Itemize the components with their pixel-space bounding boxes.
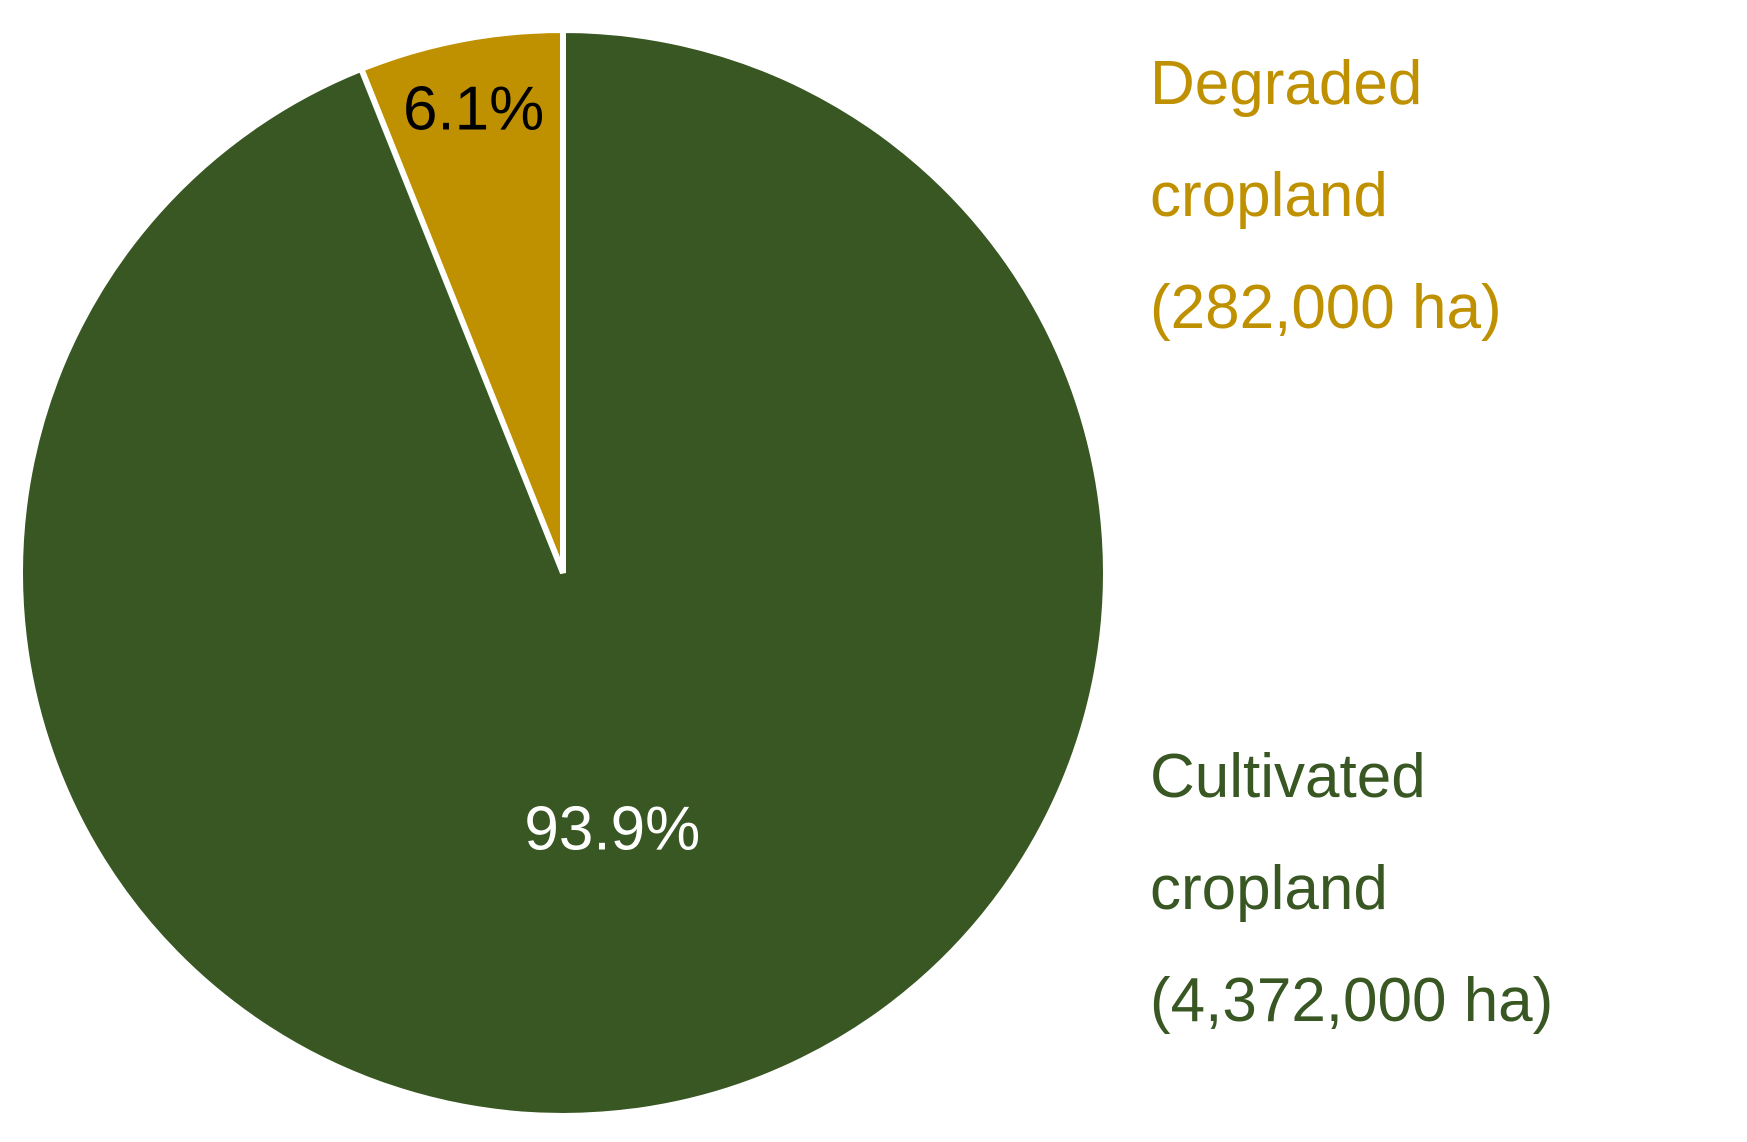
pie-slice-2 bbox=[17, 26, 1109, 1119]
category-label-2: Cultivated cropland (4,372,000 ha) bbox=[1150, 742, 1553, 1035]
category-label-1-line-2: cropland bbox=[1150, 161, 1388, 230]
category-label-1: Degraded cropland (282,000 ha) bbox=[1150, 49, 1502, 342]
category-label-2-line-2: cropland bbox=[1150, 854, 1388, 923]
percent-labels: 6.1% 93.9% bbox=[403, 75, 700, 864]
pie-slice-1 bbox=[357, 26, 566, 575]
percent-label-1: 6.1% bbox=[403, 75, 544, 144]
category-label-1-line-1: Degraded bbox=[1150, 49, 1422, 118]
percent-label-2: 93.9% bbox=[524, 794, 700, 863]
pie-slices bbox=[17, 26, 1109, 1119]
category-labels: Degraded cropland (282,000 ha) Cultivated cr… bbox=[1150, 49, 1553, 1035]
category-label-1-line-3: (282,000 ha) bbox=[1150, 273, 1502, 342]
category-label-2-line-3: (4,372,000 ha) bbox=[1150, 966, 1553, 1035]
category-label-2-line-1: Cultivated bbox=[1150, 742, 1426, 811]
